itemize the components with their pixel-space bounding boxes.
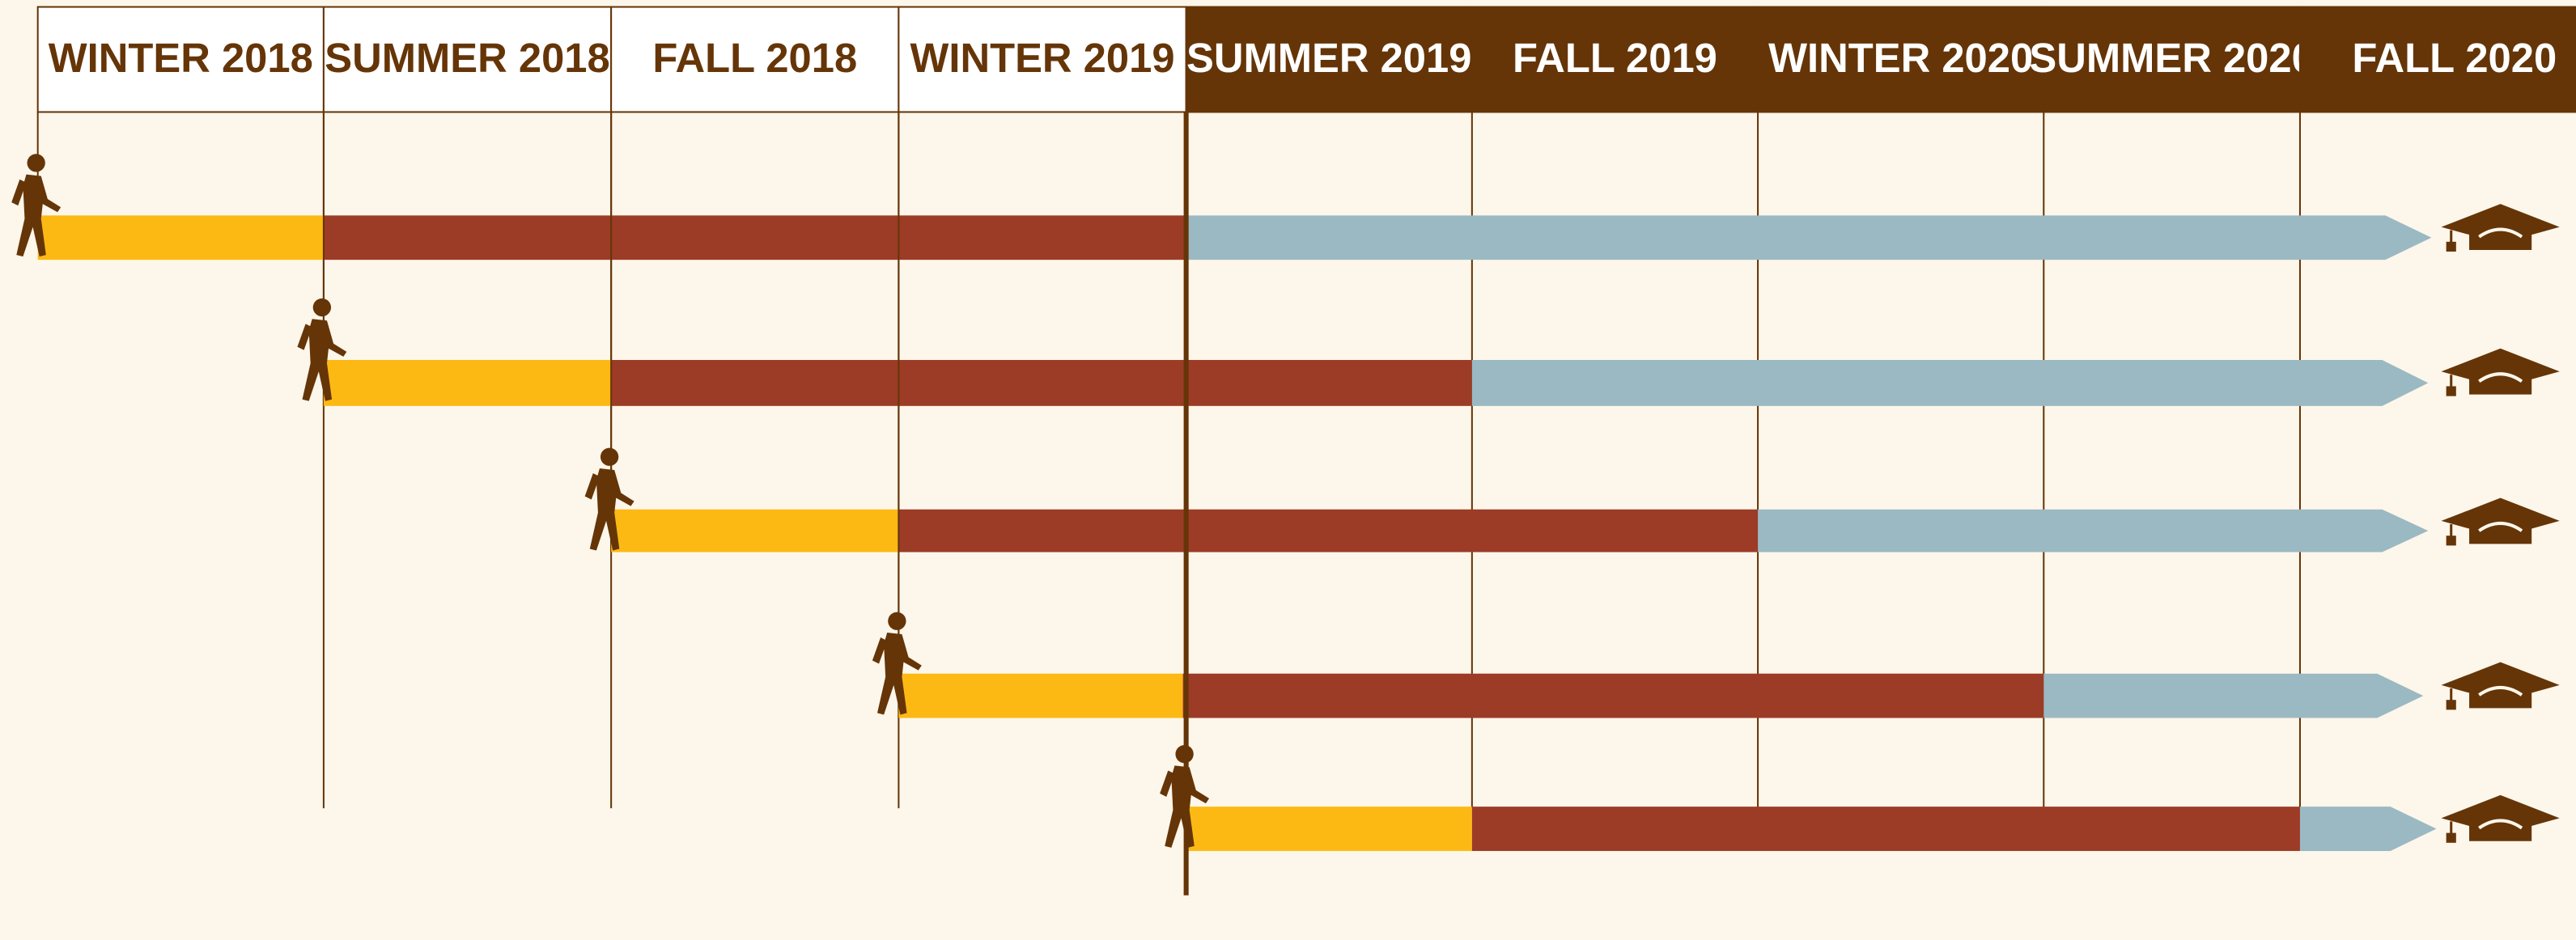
core-bar (1182, 673, 2044, 718)
header-label: FALL 2020 (2352, 35, 2557, 81)
final-bar (2299, 807, 2437, 851)
final-bar (1186, 215, 2432, 260)
header-label: WINTER 2018 (49, 35, 313, 81)
core-bar (323, 215, 1186, 260)
final-bar (2043, 673, 2424, 718)
header-label: SUMMER 2018 (325, 35, 609, 81)
header-label: FALL 2018 (652, 35, 857, 81)
header-cell (322, 6, 613, 113)
header-cell (2298, 6, 2576, 113)
header-label: SUMMER 2020 (2029, 35, 2314, 81)
intro-bar (37, 215, 324, 260)
intro-bar (1186, 807, 1472, 851)
header-cell (610, 6, 900, 113)
header-cell (36, 6, 325, 113)
final-bar (1758, 509, 2429, 553)
header-cell (1470, 6, 1759, 113)
intro-bar (611, 509, 899, 553)
header-cell (2043, 6, 2301, 113)
header-label: SUMMER 2019 (1186, 35, 1471, 81)
header-cell (1757, 6, 2045, 113)
intro-bar (323, 359, 612, 406)
header-label: WINTER 2020 (1768, 35, 2033, 81)
final-bar (1471, 359, 2429, 406)
header-label: FALL 2019 (1513, 35, 1717, 81)
header-label: WINTER 2019 (910, 35, 1174, 81)
core-bar (898, 509, 1759, 553)
core-bar (1471, 807, 2300, 851)
intro-bar (898, 673, 1183, 718)
core-bar (611, 359, 1472, 406)
